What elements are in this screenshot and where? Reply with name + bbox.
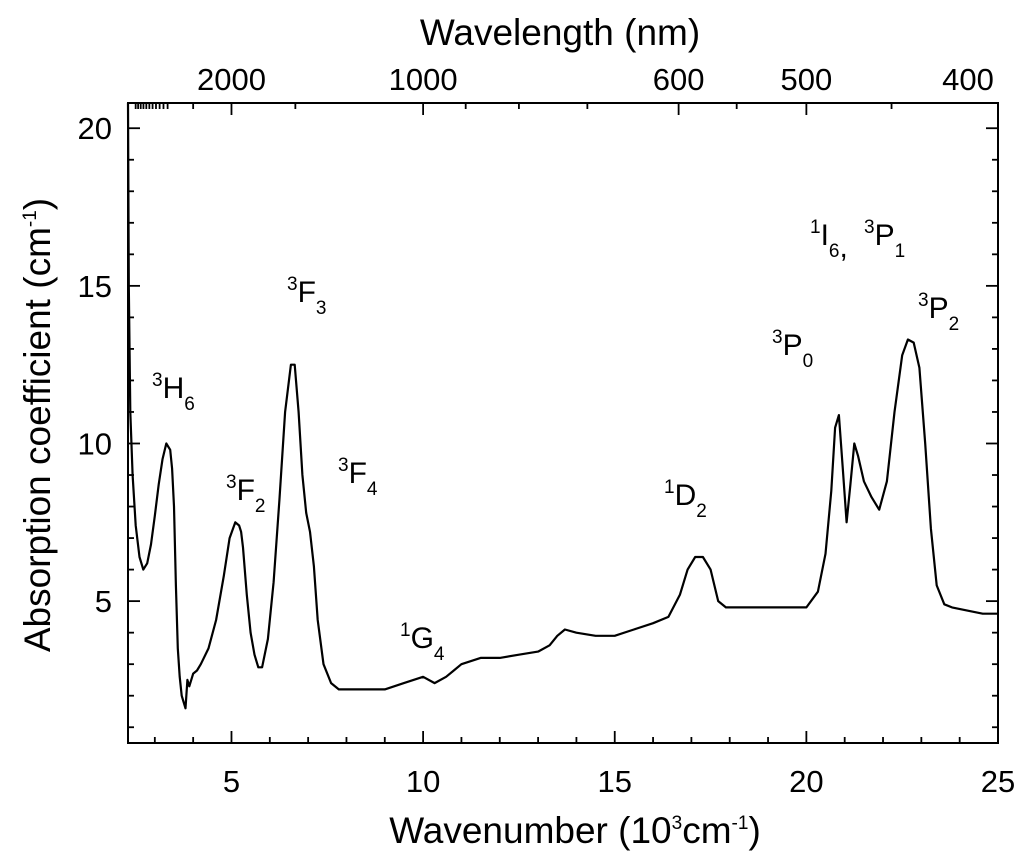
top-tick-label: 600 — [653, 62, 705, 97]
x-tick-label: 10 — [406, 764, 440, 799]
y-tick-label: 15 — [78, 269, 112, 304]
x-tick-labels: 5 10 15 20 25 — [223, 764, 1015, 799]
absorption-series-line — [126, 102, 998, 710]
plot-frame — [127, 102, 999, 744]
peak-label-1G4: 1G4 — [400, 620, 445, 665]
x-axis-title: Wavenumber (103cm-1) — [389, 810, 761, 851]
peak-label-3P2: 3P2 — [918, 290, 959, 335]
top-tick-labels: 2000 1000 600 500 400 — [197, 62, 994, 97]
top-tick-label: 1000 — [389, 62, 458, 97]
peak-label-3P0: 3P0 — [772, 327, 813, 372]
y-tick-label: 5 — [95, 584, 112, 619]
top-tick-label: 500 — [781, 62, 833, 97]
top-axis-title: Wavelength (nm) — [420, 12, 700, 53]
y-tick-label: 20 — [78, 111, 112, 146]
x-tick-label: 20 — [789, 764, 823, 799]
peak-label-3F4: 3F4 — [338, 455, 378, 500]
peak-label-3P1: 3P1 — [864, 217, 905, 262]
x-tick-label: 15 — [597, 764, 631, 799]
top-tick-label: 2000 — [197, 62, 266, 97]
peak-label-3F2: 3F2 — [226, 472, 265, 517]
y-axis-title: Absorption coefficient (cm-1) — [17, 198, 58, 652]
x-tick-label: 5 — [223, 764, 240, 799]
peak-label-1D2: 1D2 — [664, 477, 707, 522]
top-tick-label: 400 — [942, 62, 994, 97]
y-tick-labels: 5 10 15 20 — [78, 111, 112, 619]
peak-label-3F3: 3F3 — [287, 274, 326, 319]
y-tick-label: 10 — [78, 426, 112, 461]
peak-label-3H6: 3H6 — [152, 370, 195, 415]
axis-ticks — [128, 103, 999, 743]
x-tick-label: 25 — [981, 764, 1015, 799]
peak-label-1I6: 1I6, — [810, 217, 848, 264]
